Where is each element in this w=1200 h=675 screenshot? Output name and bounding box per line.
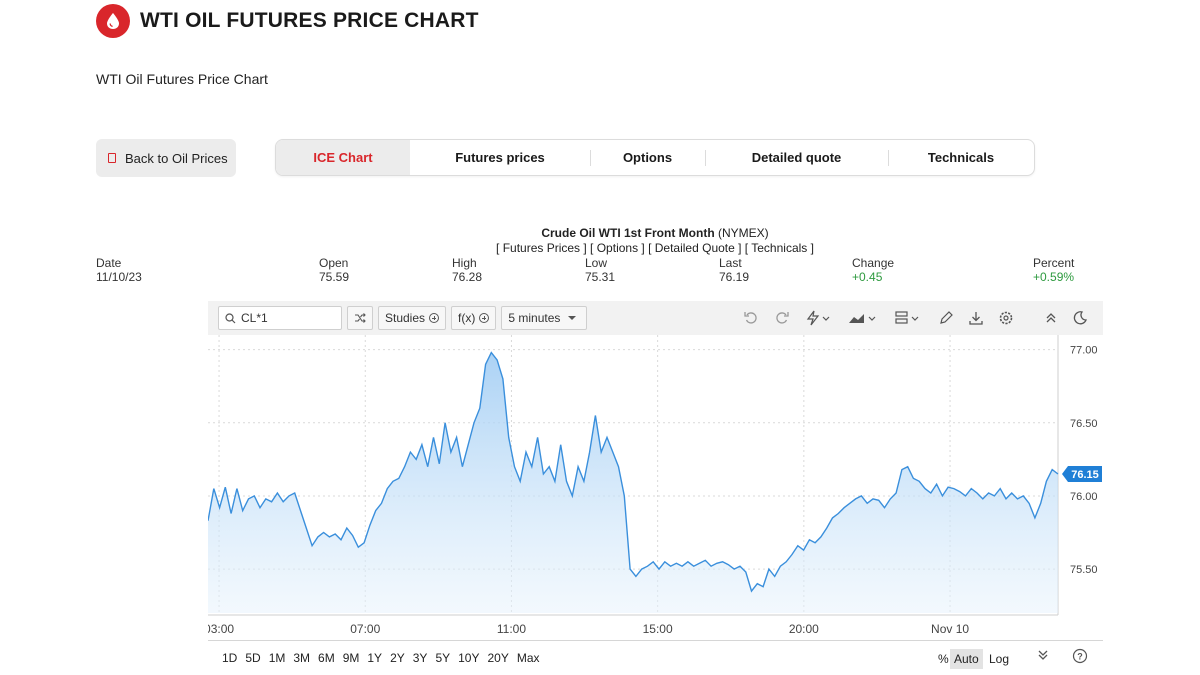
quote-label: Percent [1033,256,1075,270]
download-icon[interactable] [968,308,984,328]
quote-last: Last 76.19 [719,256,749,284]
quote-value: 76.19 [719,270,750,284]
dark-mode-icon[interactable] [1072,308,1088,328]
chart-type-icon[interactable] [848,308,878,328]
range-button[interactable]: 1M [268,650,286,665]
quote-high: High 76.28 [452,256,482,284]
x-tick-label: Nov 10 [931,622,969,636]
quote-value: 75.59 [319,270,350,284]
search-icon [225,312,236,323]
quote-value: +0.59% [1033,270,1075,284]
quote-low: Low 75.31 [585,256,615,284]
fx-label: f(x) [458,311,476,325]
quote-value: 76.28 [452,270,483,284]
display-menu-icon[interactable] [894,308,924,328]
tab-futures-prices[interactable]: Futures prices [455,150,545,165]
last-value-label: 76.15 [1071,469,1099,481]
price-area [208,352,1058,613]
range-button[interactable]: 3M [293,650,311,665]
range-button[interactable]: 2Y [390,650,405,665]
quote-label: Last [719,256,742,270]
tab-bar: ICE Chart Futures prices Options Detaile… [275,139,1035,176]
y-tick-label: 76.00 [1070,491,1098,503]
y-tick-label: 75.50 [1070,564,1098,576]
y-tick-label: 76.50 [1070,418,1098,430]
quote-value: 11/10/23 [96,270,142,284]
page-header: WTI OIL FUTURES PRICE CHART [96,4,479,38]
log-scale-button[interactable]: Log [989,652,1010,666]
quote-label: High [452,256,477,270]
quote-change: Change +0.45 [852,256,894,284]
range-button[interactable]: 1Y [367,650,383,665]
lightning-icon[interactable] [805,308,831,328]
gear-icon[interactable] [998,308,1014,328]
shuffle-icon [355,313,366,323]
range-button[interactable]: 9M [342,650,360,665]
add-icon [479,313,490,323]
quote-label: Change [852,256,895,270]
percent-scale-button[interactable]: % [938,652,949,666]
range-bar: 1D 5D 1M 3M 6M 9M 1Y 2Y 3Y 5Y 10Y 20Y Ma… [208,640,1103,674]
range-button[interactable]: 3Y [412,650,428,665]
instrument-title: Crude Oil WTI 1st Front Month (NYMEX) [0,226,1200,240]
quote-label: Open [319,256,349,270]
interval-label: 5 minutes [508,311,561,325]
pencil-icon[interactable] [938,308,954,328]
range-button[interactable]: 1D [222,650,238,665]
symbol-input[interactable] [241,311,331,325]
undo-icon[interactable] [743,308,759,328]
help-icon[interactable]: ? [1068,648,1092,668]
range-button[interactable]: 6M [318,650,335,665]
quote-open: Open 75.59 [319,256,349,284]
page-title: WTI OIL FUTURES PRICE CHART [140,9,479,32]
compare-button[interactable] [347,306,373,330]
quote-value: +0.45 [852,270,883,284]
price-chart-svg: 03:00 07:00 11:00 15:00 20:00 Nov 10 75.50 76.0… [204,335,1102,636]
oil-drop-icon [96,4,130,38]
x-tick-label: 15:00 [643,622,673,636]
instrument-links[interactable]: [ Futures Prices ] [ Options ] [ Detaile… [496,241,814,255]
x-tick-label: 07:00 [350,622,380,636]
chevron-up-double-icon[interactable] [1044,308,1058,328]
redo-icon[interactable] [774,308,790,328]
x-tick-label: 03:00 [208,622,234,636]
page-subtitle: WTI Oil Futures Price Chart [96,71,268,87]
instrument-exchange: (NYMEX) [718,226,769,240]
y-tick-label: 77.00 [1070,345,1098,357]
fx-button[interactable]: f(x) [451,306,497,330]
tab-technicals[interactable]: Technicals [888,140,1034,175]
quote-label: Date [96,256,122,270]
tab-options[interactable]: Options [590,140,705,175]
price-line [207,351,1059,593]
interval-select[interactable]: 5 minutes [501,306,588,330]
quote-date: Date 11/10/23 [96,256,142,284]
chevron-down-double-icon[interactable] [1033,648,1053,668]
chevron-down-icon [568,316,577,320]
range-button[interactable]: 10Y [458,650,480,665]
price-chart[interactable]: 03:00 07:00 11:00 15:00 20:00 Nov 10 75.50 76.0… [204,335,1103,640]
quote-value: 75.31 [585,270,616,284]
instrument-name: Crude Oil WTI 1st Front Month [541,226,715,240]
range-button[interactable]: 20Y [487,650,509,665]
quote-percent: Percent +0.59% [1033,256,1074,284]
x-tick-label: 20:00 [789,622,819,636]
add-icon [429,313,440,323]
back-button-label: Back to Oil Prices [125,150,228,166]
quote-label: Low [585,256,608,270]
range-button[interactable]: 5Y [435,650,451,665]
back-icon [108,153,116,163]
back-to-oil-prices-button[interactable]: Back to Oil Prices [96,139,236,177]
tab-ice-chart[interactable]: ICE Chart [276,140,410,175]
svg-text:?: ? [1077,652,1083,662]
range-button[interactable]: 5D [245,650,261,665]
studies-label: Studies [385,311,426,325]
tab-detailed-quote[interactable]: Detailed quote [705,140,888,175]
x-tick-label: 11:00 [497,622,526,636]
last-value-badge [1062,466,1102,482]
chart-toolbar: Studies f(x) 5 minutes [208,301,1103,335]
auto-scale-button[interactable]: Auto [950,649,983,669]
studies-button[interactable]: Studies [378,306,447,330]
range-button[interactable]: Max [516,650,540,665]
symbol-search[interactable] [218,306,342,330]
